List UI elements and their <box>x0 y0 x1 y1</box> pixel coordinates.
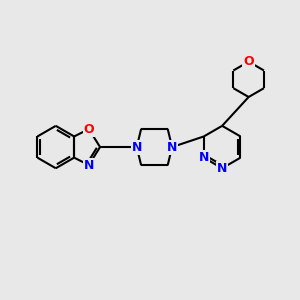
Text: N: N <box>217 162 227 175</box>
Text: N: N <box>132 141 142 154</box>
Text: N: N <box>167 141 177 154</box>
Text: N: N <box>84 158 94 172</box>
Text: O: O <box>243 55 254 68</box>
Text: O: O <box>83 123 94 136</box>
Text: N: N <box>199 151 209 164</box>
